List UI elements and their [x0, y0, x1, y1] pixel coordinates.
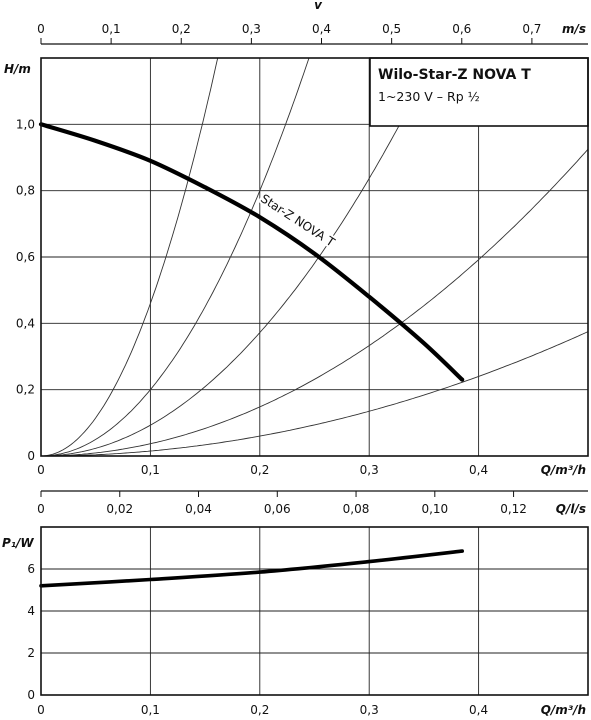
head-x-axis-label: Q/m³/h	[541, 463, 586, 477]
velocity-tick-label: 0,1	[102, 22, 121, 36]
head-y-ticks: 0 0,2 0,4 0,6 0,8 1,0	[16, 117, 35, 463]
flow-ls-tick-label: 0,06	[264, 502, 291, 516]
flow-ls-unit: Q/l/s	[556, 502, 586, 516]
velocity-axis-ticks: 0 0,1 0,2 0,3 0,4 0,5 0,6 0,7	[37, 22, 541, 44]
system-curve	[41, 57, 310, 457]
flow-ls-tick-label: 0,04	[185, 502, 212, 516]
pump-head-curve	[38, 122, 465, 382]
power-chart-frame	[40, 526, 589, 696]
flow-ls-tick-label: 0,10	[421, 502, 448, 516]
power-gridlines	[41, 527, 588, 695]
head-chart-frame	[40, 57, 589, 457]
system-curves	[40, 57, 589, 457]
head-y-tick-label: 0,6	[16, 250, 35, 264]
head-y-tick-label: 1,0	[16, 117, 35, 131]
velocity-tick-label: 0,7	[522, 22, 541, 36]
system-curve	[41, 331, 589, 457]
flow-ls-ticks: 0 0,02 0,04 0,06 0,08 0,10 0,12	[37, 491, 527, 516]
velocity-tick-label: 0	[37, 22, 45, 36]
power-x-tick-label: 0,2	[250, 703, 269, 717]
power-x-axis-label: Q/m³/h	[541, 703, 586, 717]
system-curve	[40, 57, 219, 457]
flow-ls-tick-label: 0,02	[106, 502, 133, 516]
head-x-tick-label: 0,1	[141, 463, 160, 477]
head-y-tick-label: 0,8	[16, 184, 35, 198]
velocity-tick-label: 0,5	[382, 22, 401, 36]
velocity-tick-label: 0,3	[242, 22, 261, 36]
head-y-tick-label: 0	[27, 449, 35, 463]
power-y-tick-label: 0	[27, 688, 35, 702]
chart-title: Wilo-Star-Z NOVA T	[378, 67, 531, 83]
power-y-ticks: 0 2 4 6	[27, 562, 35, 702]
velocity-tick-label: 0,6	[452, 22, 471, 36]
flow-ls-tick-label: 0,08	[343, 502, 370, 516]
power-y-tick-label: 4	[27, 604, 35, 618]
power-x-tick-label: 0,4	[469, 703, 488, 717]
power-curve	[39, 549, 464, 588]
power-x-tick-label: 0,3	[360, 703, 379, 717]
head-y-tick-label: 0,2	[16, 383, 35, 397]
flow-ls-tick-label: 0,12	[500, 502, 527, 516]
power-x-tick-label: 0	[37, 703, 45, 717]
velocity-tick-label: 0,4	[312, 22, 331, 36]
head-x-tick-label: 0	[37, 463, 45, 477]
head-x-ticks: 0 0,1 0,2 0,3 0,4	[37, 463, 488, 477]
power-x-ticks: 0 0,1 0,2 0,3 0,4	[37, 703, 488, 717]
power-y-tick-label: 6	[27, 562, 35, 576]
velocity-axis: v m/s 0 0,1 0,2 0,3 0,4 0,5 0,6 0,7	[37, 0, 588, 45]
velocity-axis-unit: m/s	[562, 22, 586, 36]
velocity-axis-title: v	[314, 0, 323, 12]
power-x-tick-label: 0,1	[141, 703, 160, 717]
power-axis-label: P₁/W	[2, 536, 34, 550]
system-curve	[41, 57, 435, 457]
chart-subtitle: 1~230 V – Rp ½	[378, 89, 480, 104]
head-axis-label: H/m	[4, 62, 31, 76]
head-chart: H/m Star-Z NOVA T Wilo-Star-Z NOVA T 1~2…	[4, 57, 589, 477]
legend-box: Wilo-Star-Z NOVA T 1~230 V – Rp ½	[369, 57, 589, 127]
power-y-tick-label: 2	[27, 646, 35, 660]
velocity-tick-label: 0,2	[172, 22, 191, 36]
flow-ls-tick-label: 0	[37, 502, 45, 516]
power-chart: P₁/W 0 2 4 6 0 0,1 0,2 0,3 0,4 Q/m³/h	[2, 526, 589, 717]
head-x-tick-label: 0,3	[360, 463, 379, 477]
head-x-tick-label: 0,4	[469, 463, 488, 477]
head-y-tick-label: 0,4	[16, 316, 35, 330]
head-x-tick-label: 0,2	[250, 463, 269, 477]
system-curve	[41, 148, 589, 457]
flow-ls-axis: 0 0,02 0,04 0,06 0,08 0,10 0,12 Q/l/s	[37, 490, 588, 516]
